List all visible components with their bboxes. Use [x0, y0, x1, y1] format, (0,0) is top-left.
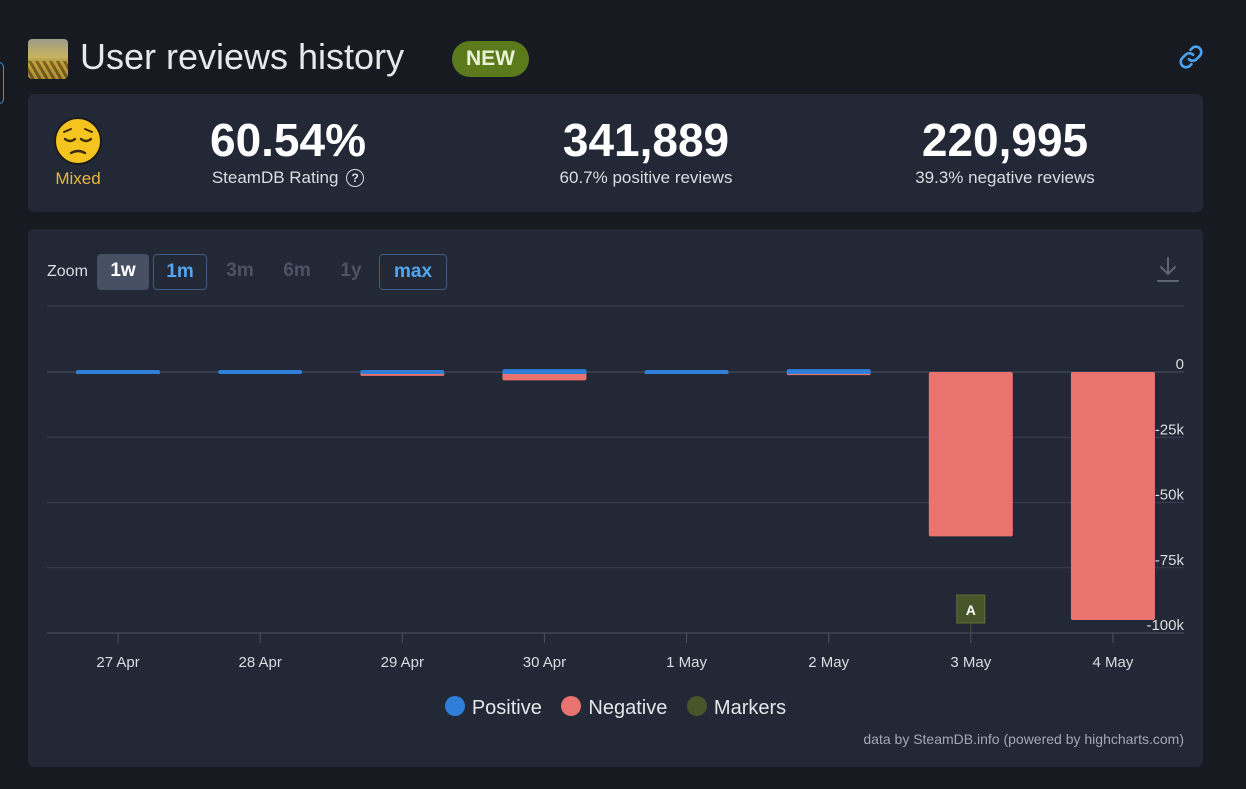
zoom-1y-button: 1y [340, 260, 362, 281]
x-tick-label: 4 May [1093, 654, 1134, 671]
legend-markers-label: Markers [713, 697, 787, 719]
chart-credits[interactable]: data by SteamDB.info (powered by highcha… [863, 731, 1184, 747]
link-icon[interactable] [1178, 44, 1204, 70]
legend-markers[interactable]: Markers [686, 696, 787, 720]
legend-negative-label: Negative [588, 697, 668, 719]
positive-bar [644, 370, 729, 374]
x-tick-label: 27 Apr [96, 654, 139, 671]
x-tick-label: 29 Apr [381, 654, 424, 671]
negative-bar [502, 372, 587, 381]
y-tick-label: -100k [1146, 617, 1184, 634]
negative-bar [1070, 372, 1155, 620]
legend-markers-dot [686, 696, 707, 716]
download-icon[interactable] [1155, 256, 1181, 284]
positive-bar [218, 370, 303, 374]
x-tick-label: 3 May [950, 654, 991, 671]
legend-negative[interactable]: Negative [561, 696, 667, 720]
x-tick-label: 1 May [666, 654, 707, 671]
zoom-1m-button[interactable]: 1m [153, 254, 207, 290]
positive-bar [786, 369, 871, 374]
zoom-max-button[interactable]: max [379, 254, 447, 290]
marker-label: A [966, 602, 976, 618]
chart-plot: 0 -25k -50k -75k -100k 27 Apr 28 Apr 29 Apr 30 A… [47, 305, 1185, 671]
rating-label: SteamDB Rating [211, 168, 339, 187]
zoom-1w-button[interactable]: 1w [97, 254, 149, 290]
zoom-6m-button: 6m [283, 260, 311, 281]
negative-reviews-stat: 220,995 39.3% negative reviews [890, 112, 1120, 188]
negative-bar [928, 372, 1013, 537]
game-icon [28, 39, 68, 79]
legend-positive-label: Positive [471, 697, 542, 719]
x-tick-label: 2 May [808, 654, 849, 671]
pensive-face-icon [54, 117, 102, 165]
side-panel-tab[interactable] [0, 62, 4, 104]
rating-word: Mixed [55, 169, 101, 188]
negative-label: 39.3% negative reviews [915, 168, 1095, 187]
page-title: User reviews history [80, 36, 405, 77]
positive-bar [76, 370, 161, 374]
legend-negative-dot [561, 696, 582, 716]
review-summary: Mixed 60.54% SteamDB Rating ? 341,889 60… [28, 94, 1203, 212]
rating-value: 60.54% [209, 114, 366, 166]
positive-count: 341,889 [562, 114, 730, 166]
y-tick-label: -75k [1155, 552, 1185, 569]
legend-positive[interactable]: Positive [444, 696, 542, 720]
section-header: User reviews history NEW [28, 36, 1204, 82]
positive-reviews-stat: 341,889 60.7% positive reviews [536, 112, 756, 188]
zoom-label: Zoom [47, 263, 88, 280]
legend-positive-dot [444, 696, 465, 716]
positive-bar [502, 369, 587, 374]
chart-legend: Positive Negative Markers [28, 696, 1203, 720]
help-icon[interactable]: ? [346, 169, 365, 187]
x-tick-label: 28 Apr [239, 654, 282, 671]
zoom-3m-button: 3m [226, 260, 254, 281]
steamdb-rating-stat: 60.54% SteamDB Rating ? [188, 112, 388, 188]
y-tick-label: -50k [1155, 487, 1185, 504]
y-tick-label: 0 [1176, 356, 1184, 373]
positive-label: 60.7% positive reviews [559, 168, 733, 187]
negative-count: 220,995 [921, 114, 1089, 166]
new-badge: NEW [452, 41, 529, 77]
reviews-chart: Zoom 1w 1m 3m 6m 1y max 0 -25k -50k -75k -10… [28, 229, 1203, 767]
y-tick-label: -25k [1155, 421, 1185, 438]
positive-bar [360, 370, 445, 374]
marker-flag [956, 594, 986, 624]
x-tick-label: 30 Apr [523, 654, 566, 671]
